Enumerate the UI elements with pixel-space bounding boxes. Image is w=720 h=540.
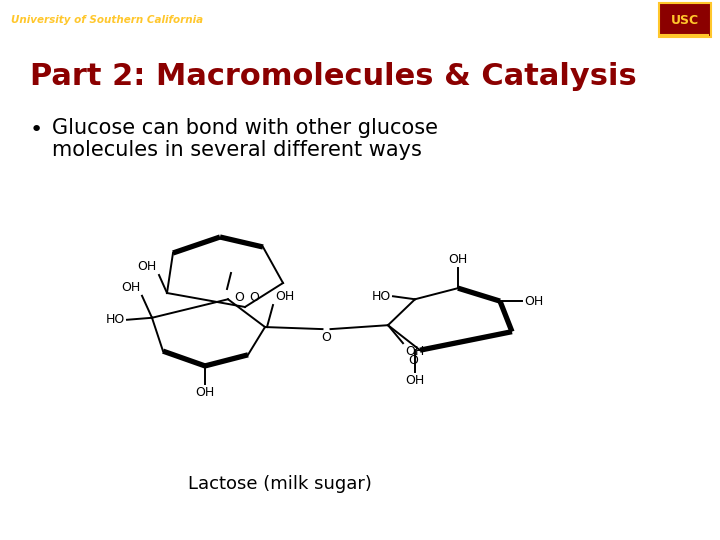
Text: OH: OH [405,345,424,358]
Text: University of Southern California: University of Southern California [11,15,203,25]
Text: •: • [30,120,43,140]
Text: HO: HO [372,290,391,303]
Text: O: O [249,291,259,304]
Text: OH: OH [275,290,294,303]
FancyBboxPatch shape [659,3,711,37]
Text: OH: OH [524,295,544,308]
Text: HO: HO [106,313,125,326]
Text: O: O [408,354,418,367]
Text: Lactose (milk sugar): Lactose (milk sugar) [188,475,372,494]
Text: OH: OH [195,386,215,399]
Text: OH: OH [121,281,140,294]
Text: OH: OH [449,253,467,266]
Text: O: O [234,291,244,304]
Text: OH: OH [405,374,425,387]
Text: Part 2: Macromolecules & Catalysis: Part 2: Macromolecules & Catalysis [30,62,636,91]
Text: OH: OH [138,260,157,273]
Text: molecules in several different ways: molecules in several different ways [52,140,422,160]
Text: Glucose can bond with other glucose: Glucose can bond with other glucose [52,118,438,138]
Text: USC: USC [670,14,699,26]
Text: O: O [322,331,331,344]
